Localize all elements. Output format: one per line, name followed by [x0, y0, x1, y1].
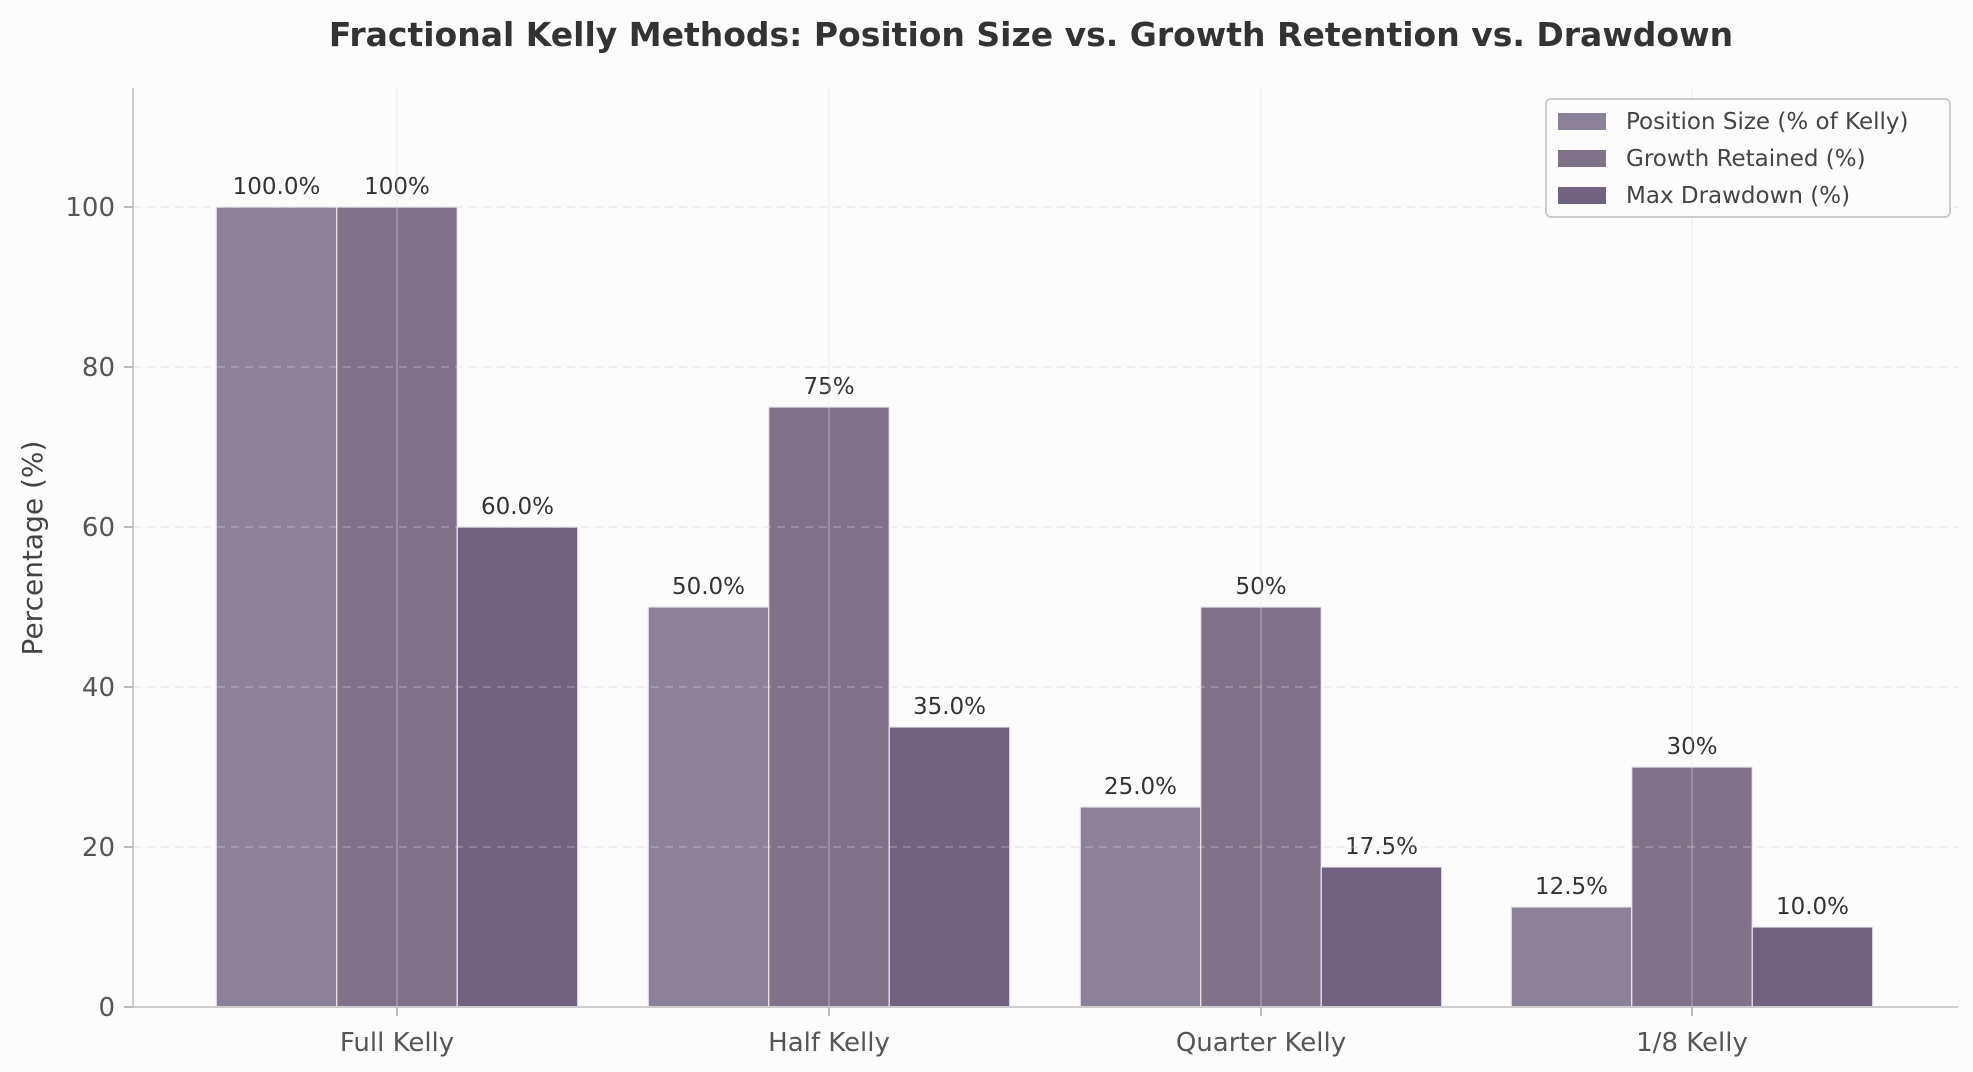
bar — [1510, 906, 1633, 1008]
data-label: 35.0% — [913, 694, 986, 720]
data-label: 10.0% — [1776, 894, 1849, 920]
legend-swatch — [1558, 113, 1606, 130]
bar — [647, 606, 770, 1008]
x-ticks: Full Kelly Half Kelly Quarter Kelly 1/8 Kel… — [340, 1007, 1748, 1058]
x-tick-label: Full Kelly — [340, 1028, 454, 1058]
data-label: 30% — [1666, 734, 1717, 760]
y-tick-label: 100 — [65, 193, 115, 223]
legend: Position Size (% of Kelly) Growth Retaine… — [1545, 98, 1951, 218]
bar — [456, 526, 579, 1008]
legend-entry: Position Size (% of Kelly) — [1626, 109, 1908, 135]
data-label: 75% — [803, 374, 854, 400]
gridlines — [133, 206, 1958, 848]
bar — [336, 206, 458, 1008]
x-tick-label: Quarter Kelly — [1176, 1028, 1346, 1058]
bar — [1079, 806, 1202, 1008]
y-axis-label: Percentage (%) — [16, 441, 49, 656]
bar — [888, 726, 1011, 1008]
legend-entry: Growth Retained (%) — [1626, 146, 1866, 172]
data-label: 50.0% — [672, 574, 745, 600]
legend-entry: Max Drawdown (%) — [1626, 183, 1850, 209]
y-tick-label: 0 — [98, 993, 115, 1023]
y-ticks: 0 20 40 60 80 100 — [65, 193, 133, 1023]
data-label: 12.5% — [1535, 874, 1608, 900]
bars — [215, 206, 1874, 1008]
bar — [768, 406, 890, 1008]
data-label: 17.5% — [1345, 834, 1418, 860]
x-tick-label: 1/8 Kelly — [1636, 1028, 1748, 1058]
legend-swatch — [1558, 150, 1606, 167]
data-label: 25.0% — [1104, 774, 1177, 800]
data-labels: 100.0% 100% 60.0% 50.0% 75% 35.0% 25.0% 50% 17.5… — [133, 88, 1958, 1007]
data-label: 50% — [1235, 574, 1286, 600]
chart-title: Fractional Kelly Methods: Position Size … — [329, 15, 1733, 54]
legend-box — [1545, 98, 1951, 218]
bar — [1320, 866, 1443, 1008]
legend-swatch — [1558, 187, 1606, 204]
bar — [1200, 606, 1322, 1008]
y-tick-label: 60 — [82, 513, 115, 543]
bar — [215, 206, 338, 1008]
x-tick-label: Half Kelly — [768, 1028, 890, 1058]
bar — [1631, 766, 1753, 1008]
data-label: 100% — [364, 174, 430, 200]
data-label: 60.0% — [481, 494, 554, 520]
y-tick-label: 40 — [82, 673, 115, 703]
y-tick-label: 80 — [82, 353, 115, 383]
data-label: 100.0% — [233, 174, 321, 200]
bar — [1751, 926, 1874, 1008]
y-tick-label: 20 — [82, 833, 115, 863]
